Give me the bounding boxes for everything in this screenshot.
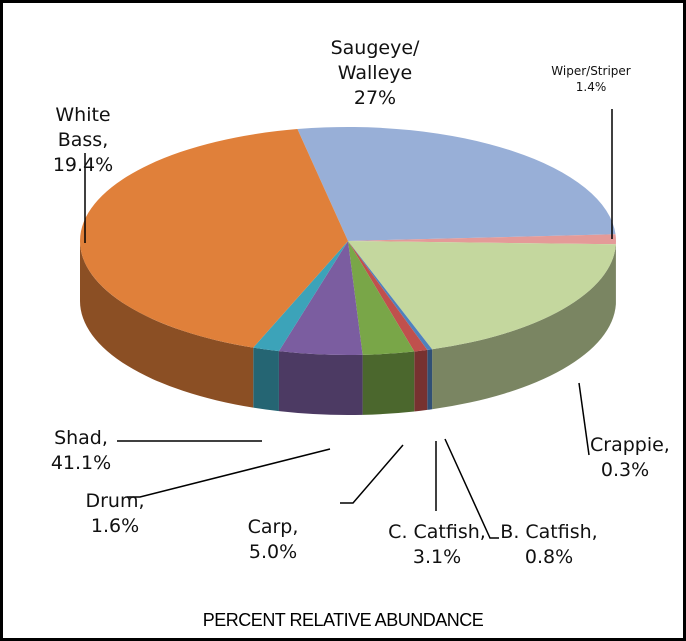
slice-side: [432, 244, 616, 410]
slice: [348, 241, 616, 350]
leader-line: [127, 448, 331, 498]
chart-title: PERCENT RELATIVE ABUNDANCE: [202, 610, 484, 630]
data-label: Carp, 5.0%: [213, 515, 333, 565]
data-label: Crappie, 0.3%: [590, 433, 670, 483]
pie-chart: [79, 109, 616, 539]
leader-line: [444, 438, 499, 539]
data-label: Saugeye/ Walleye 27%: [320, 36, 430, 111]
category-label: Crappie,: [590, 434, 670, 456]
category-label: White Bass,: [55, 104, 111, 151]
slice-side: [278, 351, 363, 415]
slice-side: [362, 351, 415, 415]
slice: [79, 129, 348, 348]
value-label: 19.4%: [52, 154, 114, 176]
data-label: White Bass, 19.4%: [43, 103, 123, 178]
slice: [297, 127, 616, 241]
category-label: C. Catfish,: [388, 521, 486, 543]
leader-line: [578, 382, 590, 456]
data-label: Drum, 1.6%: [75, 489, 155, 539]
category-label: B. Catfish,: [500, 521, 598, 543]
data-label: Shad, 41.1%: [41, 426, 121, 476]
slice-side: [80, 241, 254, 408]
slice: [253, 241, 348, 352]
value-label: 5.0%: [248, 541, 298, 563]
value-label: 27%: [353, 87, 397, 109]
slice-side: [427, 349, 433, 410]
value-label: 1.6%: [90, 515, 140, 537]
value-label: 41.1%: [50, 452, 112, 474]
leader-lines: [84, 109, 613, 539]
value-label: 3.1%: [412, 546, 462, 568]
value-label: 1.4%: [575, 80, 607, 94]
slice-side: [253, 347, 279, 412]
value-label: 0.3%: [600, 459, 650, 481]
slice: [278, 241, 363, 355]
slice: [348, 241, 428, 352]
data-label: Wiper/Striper 1.4%: [521, 63, 661, 95]
slice: [348, 234, 616, 245]
category-label: Shad,: [54, 427, 108, 449]
slice: [348, 241, 415, 355]
data-label: B. Catfish, 0.8%: [494, 520, 604, 570]
category-label: Wiper/Striper: [551, 64, 631, 78]
slice-side: [414, 349, 428, 412]
slice: [348, 241, 433, 350]
category-label: Drum,: [85, 490, 145, 512]
category-label: Carp,: [247, 516, 299, 538]
leader-line: [340, 444, 404, 504]
data-label: C. Catfish, 3.1%: [377, 520, 497, 570]
value-label: 0.8%: [524, 546, 574, 568]
category-label: Saugeye/ Walleye: [330, 37, 420, 84]
